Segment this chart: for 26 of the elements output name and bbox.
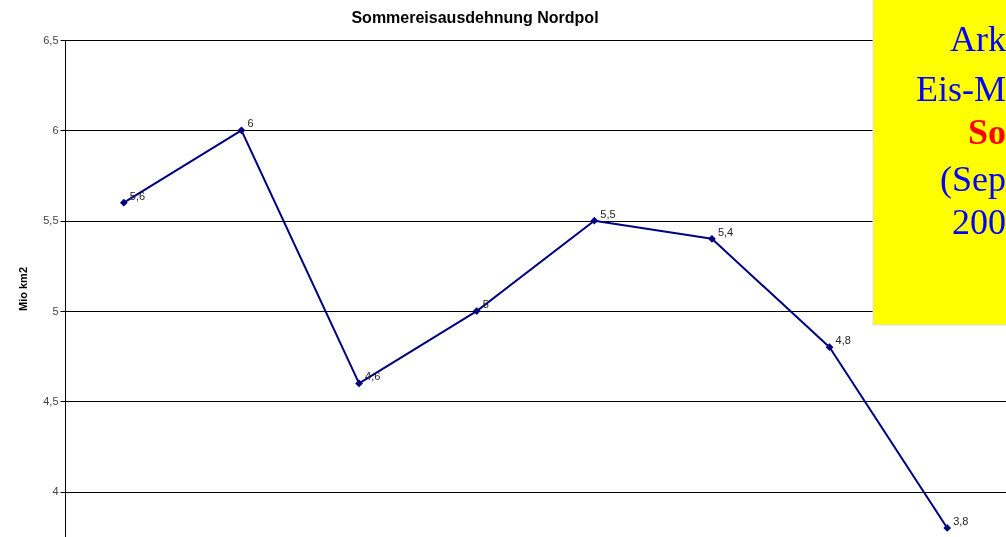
annotation: (Sep (940, 159, 1006, 199)
data-label: 5,4 (717, 225, 734, 238)
annotation: 200 (952, 202, 1006, 242)
point (590, 216, 599, 225)
annotation: So (967, 112, 1006, 152)
y-tick-label: 6,5 (43, 33, 59, 46)
y-axis-title: Mio km2 (17, 266, 30, 312)
point (355, 379, 363, 388)
annotation: Eis-M (916, 69, 1006, 109)
data-label: 3,8 (953, 514, 969, 527)
y-tick-label: 4 (52, 485, 59, 498)
y-tick-label: 5 (52, 304, 59, 317)
y-tick-label: 4,5 (43, 394, 59, 407)
point (119, 198, 128, 207)
point (472, 307, 481, 315)
data-label: 5,5 (600, 207, 616, 220)
chart-title: Sommereisausdehnung Nordpol (351, 9, 599, 26)
point (708, 234, 716, 243)
annotation: Ark (950, 19, 1006, 59)
data-label: 4,8 (835, 334, 851, 347)
data-label: 6 (247, 117, 254, 130)
y-tick-label: 5,5 (43, 214, 59, 227)
y-tick-label: 6 (52, 123, 59, 136)
point (943, 524, 952, 532)
point (237, 126, 246, 135)
point (825, 343, 834, 352)
